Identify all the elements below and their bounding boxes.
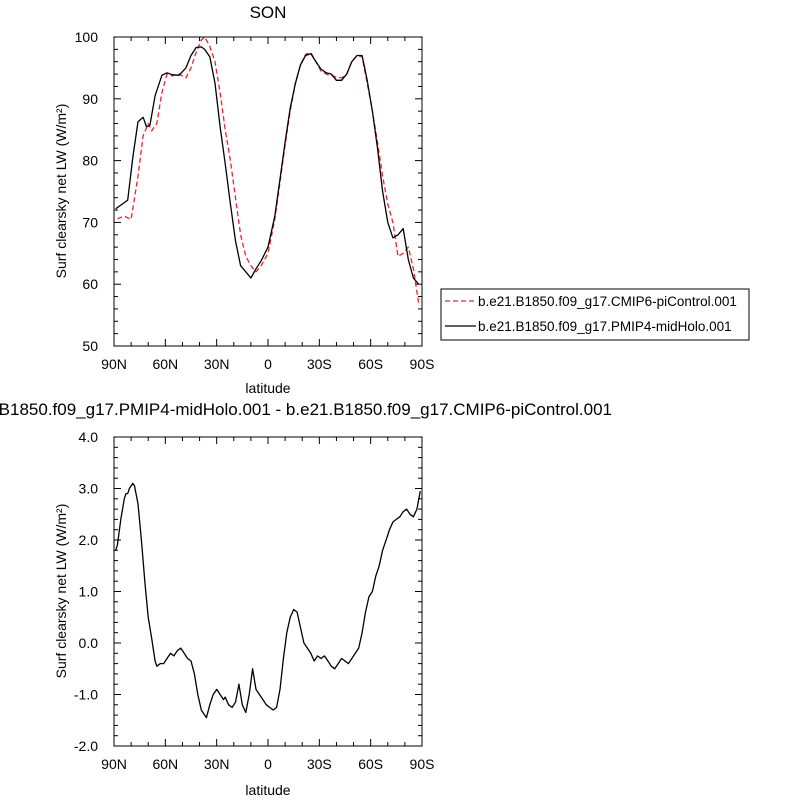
- bottom-chart-title: b.e21.B1850.f09_g17.PMIP4-midHolo.001 - …: [0, 400, 612, 419]
- bottom-tick-labels: 90N 60N 30N 0 30S 60S 90S -2.0 -1.0 0.0 1.0 2.0 3.0 4…: [74, 429, 435, 772]
- top-series-group: [115, 36, 420, 303]
- bottom-y-axis-label: Surf clearsky net LW (W/m²): [53, 504, 69, 679]
- bottom-ticks: [113, 436, 423, 747]
- bottom-x-tick-label: 90S: [410, 756, 435, 772]
- bottom-x-tick-label: 0: [264, 756, 272, 772]
- bottom-y-tick-label: 4.0: [79, 429, 99, 445]
- bottom-panel: b.e21.B1850.f09_g17.PMIP4-midHolo.001 - …: [0, 400, 612, 798]
- bottom-y-tick-label: 0.0: [79, 635, 99, 651]
- top-plot-frame: [113, 36, 423, 347]
- top-x-tick-label: 60N: [152, 356, 178, 372]
- bottom-series-group: [115, 482, 421, 719]
- top-y-axis-label: Surf clearsky net LW (W/m²): [53, 104, 69, 279]
- bottom-x-tick-label: 30N: [204, 756, 230, 772]
- legend-label-0: b.e21.B1850.f09_g17.CMIP6-piControl.001: [478, 294, 737, 309]
- bottom-series-line-0: [115, 482, 421, 719]
- top-y-tick-label: 70: [82, 214, 98, 230]
- legend: b.e21.B1850.f09_g17.CMIP6-piControl.001 …: [440, 288, 750, 341]
- bottom-y-tick-label: -2.0: [74, 738, 98, 754]
- bottom-y-tick-label: -1.0: [74, 687, 98, 703]
- top-x-tick-label: 90N: [101, 356, 127, 372]
- bottom-plot-frame: [113, 436, 423, 747]
- bottom-x-tick-label: 60S: [358, 756, 383, 772]
- top-series-line-1: [115, 46, 420, 285]
- top-y-tick-label: 80: [82, 153, 98, 169]
- top-panel: SON 90N 60N 30N 0 30S 60S 90S 50 60 70 80 90 100 lat…: [53, 3, 750, 396]
- top-x-tick-label: 0: [264, 356, 272, 372]
- bottom-x-tick-label: 90N: [101, 756, 127, 772]
- bottom-x-tick-label: 60N: [152, 756, 178, 772]
- top-x-tick-label: 30N: [204, 356, 230, 372]
- top-tick-labels: 90N 60N 30N 0 30S 60S 90S 50 60 70 80 90 100: [75, 29, 435, 372]
- top-y-tick-label: 90: [82, 91, 98, 107]
- top-y-tick-label: 60: [82, 276, 98, 292]
- bottom-y-tick-label: 2.0: [79, 532, 99, 548]
- top-y-tick-label: 50: [82, 338, 98, 354]
- bottom-x-tick-label: 30S: [307, 756, 332, 772]
- top-y-tick-label: 100: [75, 29, 99, 45]
- top-x-tick-label: 30S: [307, 356, 332, 372]
- bottom-y-tick-label: 1.0: [79, 584, 99, 600]
- legend-box: [440, 288, 750, 341]
- top-x-axis-label: latitude: [245, 380, 290, 396]
- bottom-x-axis-label: latitude: [245, 782, 290, 798]
- top-x-tick-label: 90S: [410, 356, 435, 372]
- legend-label-1: b.e21.B1850.f09_g17.PMIP4-midHolo.001: [478, 319, 732, 334]
- bottom-y-tick-label: 3.0: [79, 481, 99, 497]
- top-chart-title: SON: [250, 3, 287, 22]
- top-ticks: [113, 36, 423, 347]
- top-series-line-0: [117, 36, 420, 303]
- top-x-tick-label: 60S: [358, 356, 383, 372]
